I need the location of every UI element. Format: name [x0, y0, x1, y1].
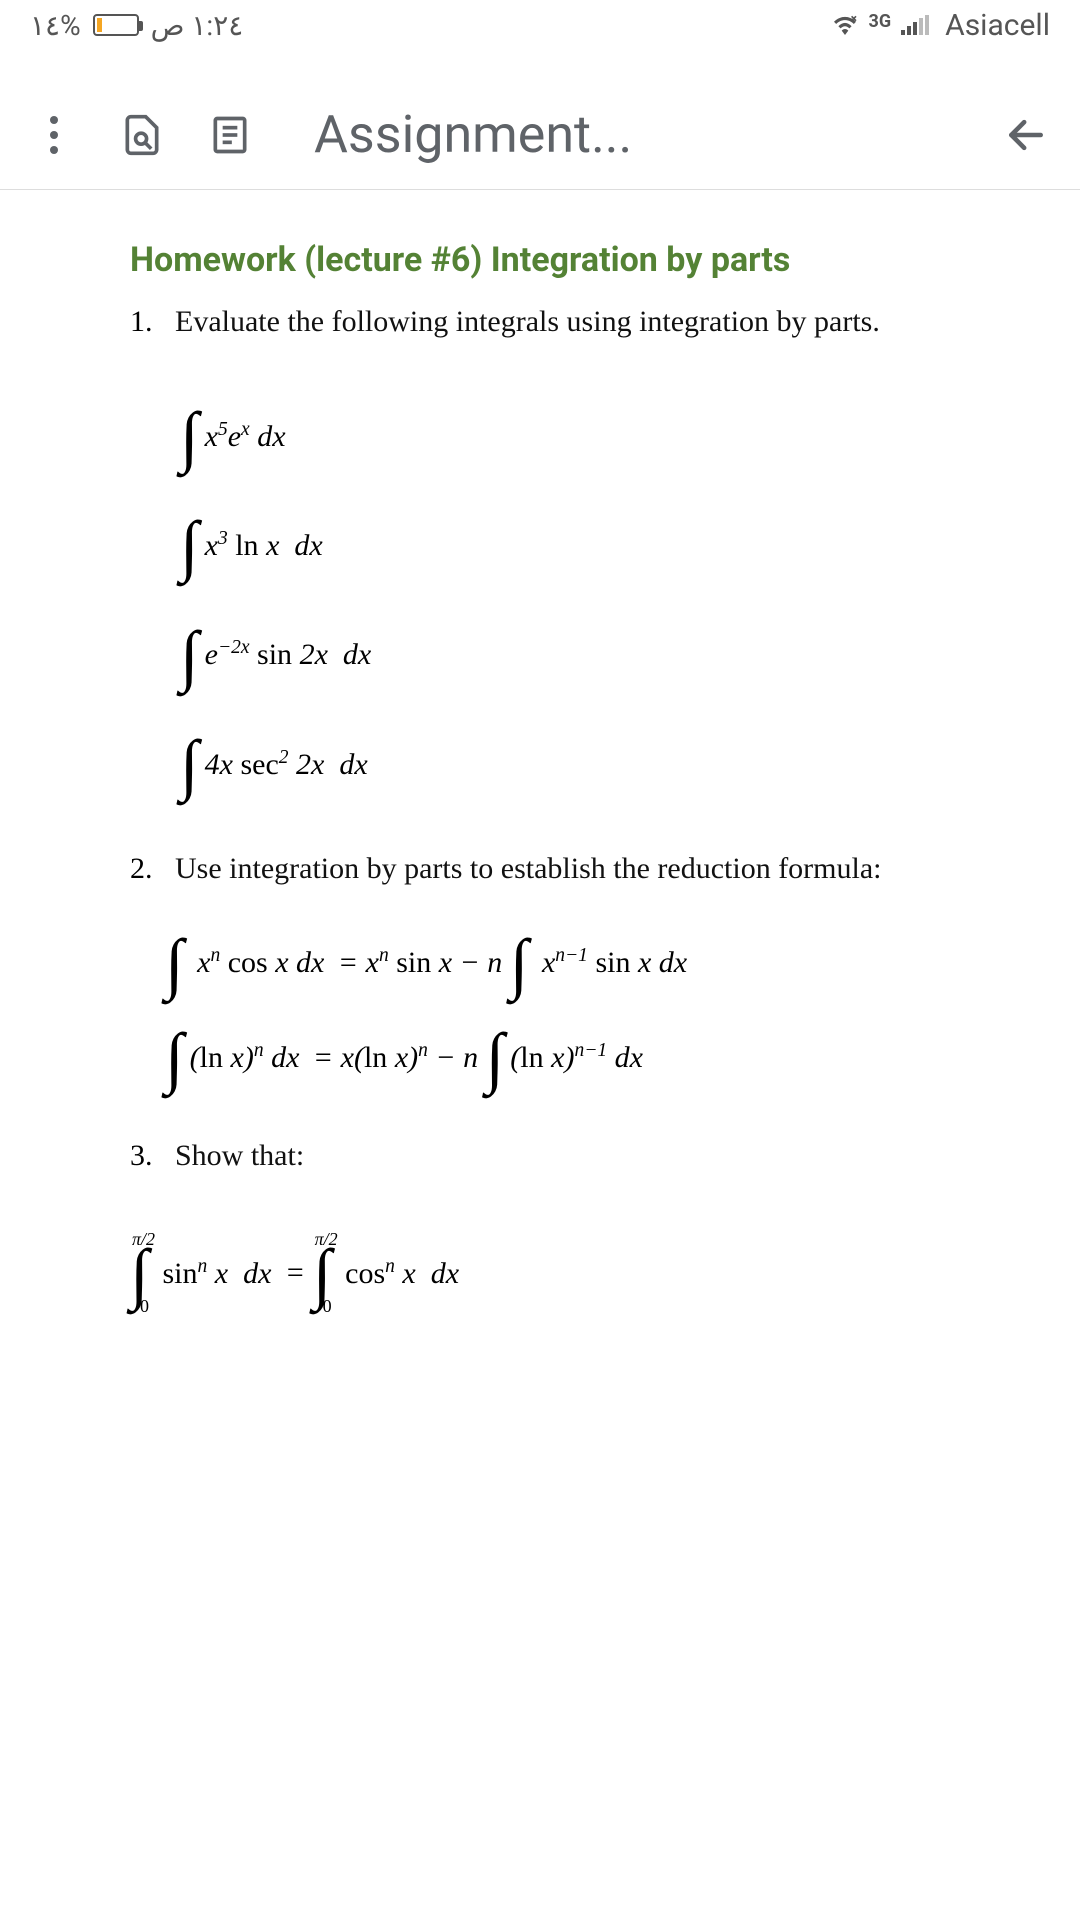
app-bar: Assignment... — [0, 80, 1080, 190]
battery-icon — [93, 14, 139, 36]
carrier-label: Asiacell — [945, 8, 1050, 43]
status-right: 3G Asiacell — [831, 8, 1050, 43]
question-3: 3. Show that: — [130, 1139, 950, 1173]
question-1: 1. Evaluate the following integrals usin… — [130, 305, 950, 339]
battery-pct: %١٤ — [30, 9, 81, 42]
network-type: 3G — [869, 11, 892, 32]
q1-integral-4: ∫ 4x sec2 2x dx — [180, 737, 950, 791]
q1-integral-1: ∫ x5ex dx — [180, 409, 950, 463]
lower-limit-2: 0 — [323, 1300, 332, 1313]
status-left: ١:٢٤ ص %١٤ — [30, 9, 243, 42]
q3-number: 3. — [130, 1139, 175, 1173]
q1-integral-2: ∫ x3 ln x dx — [180, 518, 950, 572]
q3-text: Show that: — [175, 1139, 304, 1173]
status-bar: ١:٢٤ ص %١٤ 3G Asiacell — [0, 0, 1080, 50]
q3-formula: π/2 ∫ 0 sinn x dx = π/2 ∫ 0 cosn x dx — [130, 1233, 950, 1313]
page-title: Assignment... — [314, 104, 962, 165]
q2-formula-a: ∫ xn cos x dx = xn sin x − n ∫ xn−1 sin … — [165, 936, 950, 990]
wifi-icon — [831, 9, 859, 42]
q2-number: 2. — [130, 852, 175, 886]
q1-text: Evaluate the following integrals using i… — [175, 305, 880, 339]
signal-icon — [901, 15, 929, 35]
q1-number: 1. — [130, 305, 175, 339]
question-2: 2. Use integration by parts to establish… — [130, 852, 950, 886]
more-icon[interactable] — [30, 111, 78, 159]
q2-formula-b: ∫ (ln x)n dx = x(ln x)n − n ∫ (ln x)n−1 … — [165, 1030, 950, 1084]
homework-heading: Homework (lecture #6) Integration by par… — [130, 240, 950, 280]
q2-text: Use integration by parts to establish th… — [175, 852, 882, 886]
outline-icon[interactable] — [206, 111, 254, 159]
back-icon[interactable] — [1002, 111, 1050, 159]
q1-integral-3: ∫ e−2x sin 2x dx — [180, 628, 950, 682]
document-content: Homework (lecture #6) Integration by par… — [0, 190, 1080, 1313]
status-time: ١:٢٤ ص — [151, 9, 244, 42]
find-in-page-icon[interactable] — [118, 111, 166, 159]
lower-limit: 0 — [140, 1300, 149, 1313]
